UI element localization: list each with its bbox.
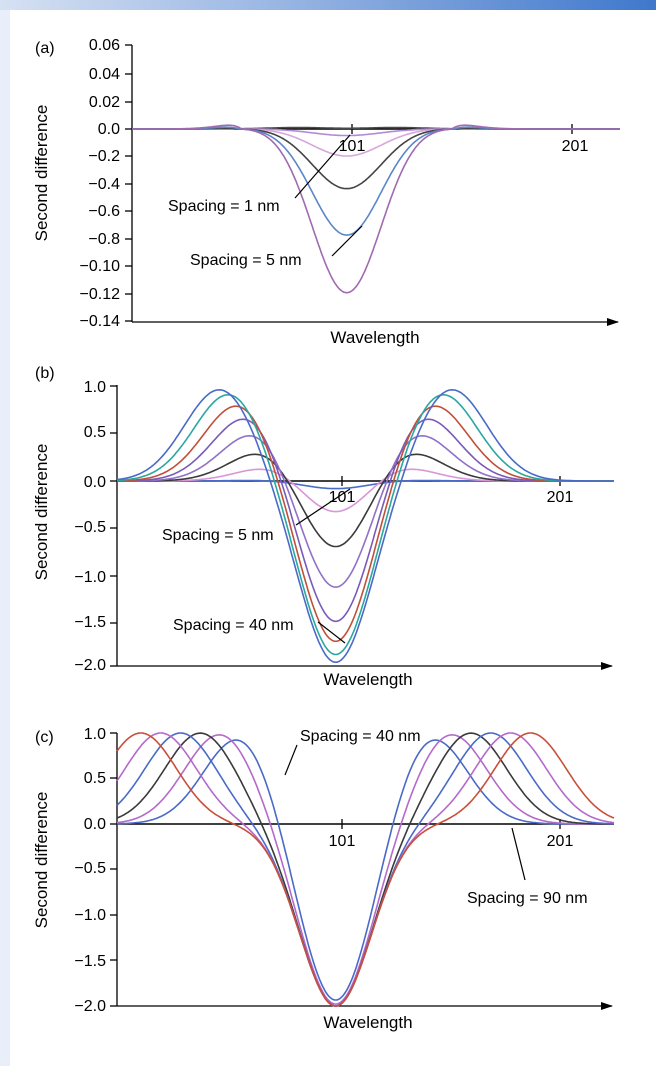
series-line	[116, 732, 615, 1007]
panel-c-ytick: −0.5	[74, 860, 106, 877]
panel-a-xlabel: Wavelength	[330, 328, 419, 347]
panel-a-ytick: −0.12	[80, 286, 121, 303]
panel-c-xlabel: Wavelength	[323, 1013, 412, 1032]
panel-b-ytick: 0.0	[84, 474, 106, 491]
panel-c-ytick: −2.0	[74, 998, 106, 1015]
panel-a-ytick: −0.14	[80, 313, 121, 330]
panel-c-leader-line	[511, 827, 526, 881]
panel-a-ytick: 0.0	[98, 121, 120, 138]
panel-b-xtick: 101	[329, 489, 356, 506]
panel-c-ytick: −1.0	[74, 907, 106, 924]
series-line	[116, 388, 614, 664]
panel-b-ytick: 1.0	[84, 379, 106, 396]
panel-b-ytick: −0.5	[74, 519, 106, 536]
panel-c-label: (c)	[35, 729, 54, 746]
panel-b-ytick: −2.0	[74, 657, 106, 674]
series-line	[132, 128, 620, 137]
series-line	[116, 739, 614, 1001]
panel-a-ytick: 0.04	[89, 66, 120, 83]
panel-a-ytick: −0.8	[88, 231, 120, 248]
series-line	[117, 468, 614, 513]
panel-a-ytick: 0.06	[89, 37, 120, 54]
series-line	[117, 393, 614, 656]
panel-a-ytick: −0.4	[88, 176, 120, 193]
panel-b-curves	[116, 388, 614, 664]
panel-b-ytick: −1.5	[74, 614, 106, 631]
panel-c-ytick: 0.5	[84, 770, 106, 787]
panel-c-curves	[116, 732, 615, 1007]
panel-b-ytick: −1.0	[74, 569, 106, 586]
panel-a-ytick: −0.6	[88, 203, 120, 220]
panel-c-annotation: Spacing = 40 nm	[300, 728, 421, 745]
panel-a-ytick: −0.10	[80, 258, 121, 275]
series-line	[132, 127, 620, 190]
panel-a-label: (a)	[35, 40, 55, 57]
panel-a-annotation: Spacing = 1 nm	[168, 198, 280, 215]
panel-c-ylabel: Second difference	[32, 792, 51, 929]
panel-a-leader-line	[331, 225, 363, 257]
panel-a-leader-line	[294, 134, 351, 199]
panel-c-ytick: −1.5	[74, 953, 106, 970]
panel-b-xtick: 201	[547, 489, 574, 506]
series-line	[117, 418, 614, 623]
panel-a-annotation: Spacing = 5 nm	[190, 252, 302, 269]
panel-c-annotation: Spacing = 90 nm	[467, 890, 588, 907]
panel-b-xlabel: Wavelength	[323, 670, 412, 689]
series-line	[116, 734, 614, 1005]
panel-a-ytick: −0.2	[88, 148, 120, 165]
panel-c-xtick: 201	[547, 833, 574, 850]
panel-a-curves	[132, 124, 620, 294]
panel-a-ylabel: Second difference	[32, 105, 51, 242]
panel-a: (a) Second difference 0.06 0.04 0.02 0.0…	[32, 37, 620, 347]
panel-b-annotation: Spacing = 40 nm	[173, 617, 294, 634]
series-line	[117, 405, 614, 643]
top-accent-bar	[0, 0, 656, 10]
panel-c: (c) Second difference 1.0 0.5 0.0 −0.5 −…	[32, 726, 615, 1032]
panel-b-leader-line	[295, 488, 351, 526]
panel-b-ylabel: Second difference	[32, 444, 51, 581]
panel-a-ytick: 0.02	[89, 94, 120, 111]
series-line	[116, 732, 615, 1007]
panel-b: (b) Second difference 1.0 0.5 0.0 −0.5 −…	[32, 365, 614, 689]
series-line	[116, 732, 615, 1007]
panel-a-xtick: 201	[562, 138, 589, 155]
panel-c-xtick: 101	[329, 833, 356, 850]
series-line	[132, 124, 620, 294]
panel-c-ytick: 1.0	[84, 726, 106, 743]
series-line	[132, 126, 620, 236]
panel-b-ytick: 0.5	[84, 424, 106, 441]
series-line	[116, 732, 614, 1007]
panel-c-ytick: 0.0	[84, 816, 106, 833]
panel-b-label: (b)	[35, 365, 55, 382]
panel-b-leader-line	[317, 621, 346, 644]
panel-c-leader-line	[284, 744, 298, 776]
panel-a-xtick: 101	[339, 138, 366, 155]
panel-b-annotation: Spacing = 5 nm	[162, 527, 274, 544]
